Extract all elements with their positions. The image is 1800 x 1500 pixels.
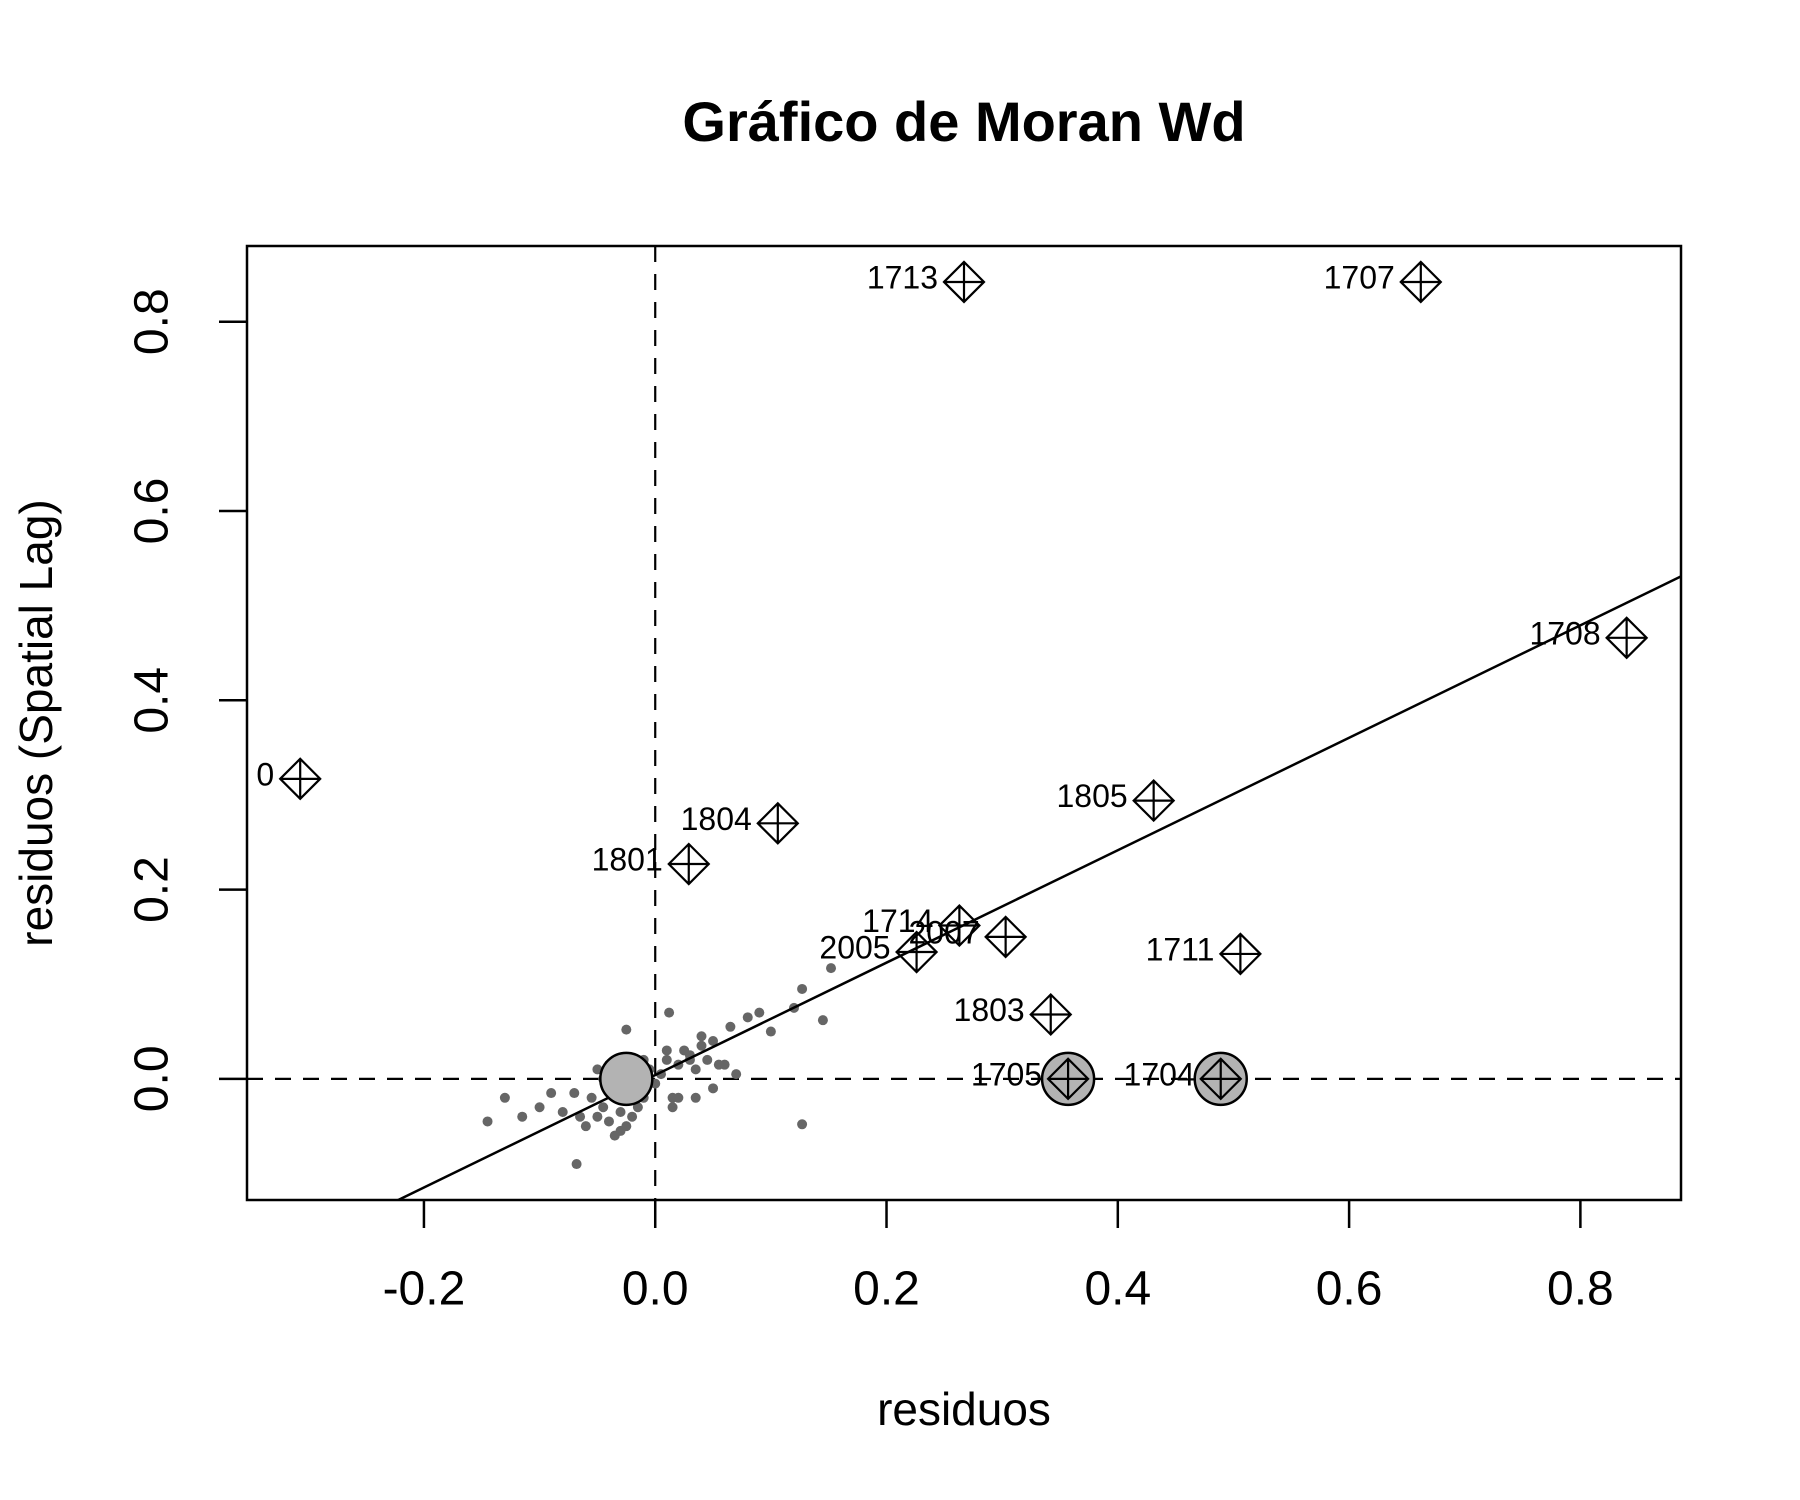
point <box>592 1064 603 1075</box>
plot-frame <box>245 244 1683 1202</box>
influential-marker <box>942 260 986 304</box>
point <box>621 1024 632 1035</box>
y-tick-label: 0.0 <box>126 1045 179 1112</box>
point-label: 1713 <box>867 259 938 295</box>
point <box>627 1111 638 1122</box>
point <box>765 1026 776 1037</box>
point <box>826 963 837 974</box>
point-label: 1805 <box>1056 778 1127 814</box>
point <box>690 1064 701 1075</box>
y-axis-label: residuos (Spatial Lag) <box>10 499 62 946</box>
point <box>690 1092 701 1103</box>
point <box>580 1121 591 1132</box>
influential-marker <box>1399 260 1443 304</box>
point <box>557 1106 568 1117</box>
influential-marker <box>756 801 800 845</box>
point <box>708 1083 719 1094</box>
influential-marker <box>1199 1057 1243 1101</box>
influential-marker <box>1605 616 1649 660</box>
point <box>534 1102 545 1113</box>
point-label: 1704 <box>1124 1056 1195 1092</box>
point-label: 2007 <box>908 914 979 950</box>
point <box>603 1116 614 1127</box>
influential-marker <box>984 915 1028 959</box>
point <box>482 1116 493 1127</box>
x-tick-label: 0.4 <box>1084 1263 1151 1316</box>
point-label: 2005 <box>819 929 890 965</box>
point <box>708 1036 719 1046</box>
x-tick-label: 0.0 <box>622 1263 689 1316</box>
point-label: 1801 <box>592 841 663 877</box>
point <box>661 1045 672 1056</box>
point <box>664 1007 675 1018</box>
point <box>797 983 808 994</box>
point <box>517 1111 528 1122</box>
x-tick-label: -0.2 <box>383 1263 466 1316</box>
point <box>754 1007 765 1018</box>
x-tick-label: 0.2 <box>853 1263 920 1316</box>
point-label: 0 <box>256 756 274 792</box>
influential-marker <box>1218 932 1262 976</box>
point <box>546 1088 557 1099</box>
point <box>499 1092 510 1103</box>
point-label: 1714 <box>862 903 933 939</box>
point-label: 1705 <box>971 1056 1042 1092</box>
point-label: 1707 <box>1324 259 1395 295</box>
point-label: 1804 <box>681 801 752 837</box>
point-label: 1708 <box>1529 615 1600 651</box>
y-tick-label: 0.2 <box>126 856 179 923</box>
y-tick-label: 0.8 <box>126 288 179 355</box>
point <box>742 1012 753 1023</box>
point <box>702 1054 713 1065</box>
point <box>731 1069 742 1080</box>
point <box>615 1106 626 1117</box>
point <box>609 1130 620 1141</box>
x-tick-label: 0.6 <box>1316 1263 1383 1316</box>
point <box>592 1111 603 1122</box>
point <box>713 1059 724 1070</box>
chart-title: Gráfico de Moran Wd <box>682 90 1245 153</box>
point <box>696 1031 707 1042</box>
point <box>569 1088 580 1099</box>
point <box>632 1102 643 1113</box>
influential-marker <box>278 757 322 801</box>
x-axis-label: residuos <box>877 1383 1051 1435</box>
point <box>571 1159 582 1170</box>
point <box>661 1054 672 1065</box>
point <box>817 1015 828 1026</box>
point-label: 1803 <box>954 992 1025 1028</box>
influential-marker <box>895 930 939 974</box>
point <box>586 1092 597 1103</box>
y-tick-label: 0.6 <box>126 478 179 545</box>
point <box>797 1119 808 1130</box>
influential-point <box>599 1051 654 1107</box>
x-tick-label: 0.8 <box>1547 1263 1614 1316</box>
influential-marker <box>667 842 711 886</box>
influential-marker <box>1132 779 1176 823</box>
point-label: 1711 <box>1146 931 1215 967</box>
point <box>696 1040 707 1051</box>
influential-marker <box>1029 992 1073 1037</box>
point <box>725 1021 736 1032</box>
influential-marker <box>1046 1057 1090 1101</box>
point <box>598 1102 609 1113</box>
point <box>673 1092 684 1103</box>
point <box>667 1102 678 1113</box>
influential-marker <box>937 903 981 948</box>
y-tick-label: 0.4 <box>126 667 179 734</box>
